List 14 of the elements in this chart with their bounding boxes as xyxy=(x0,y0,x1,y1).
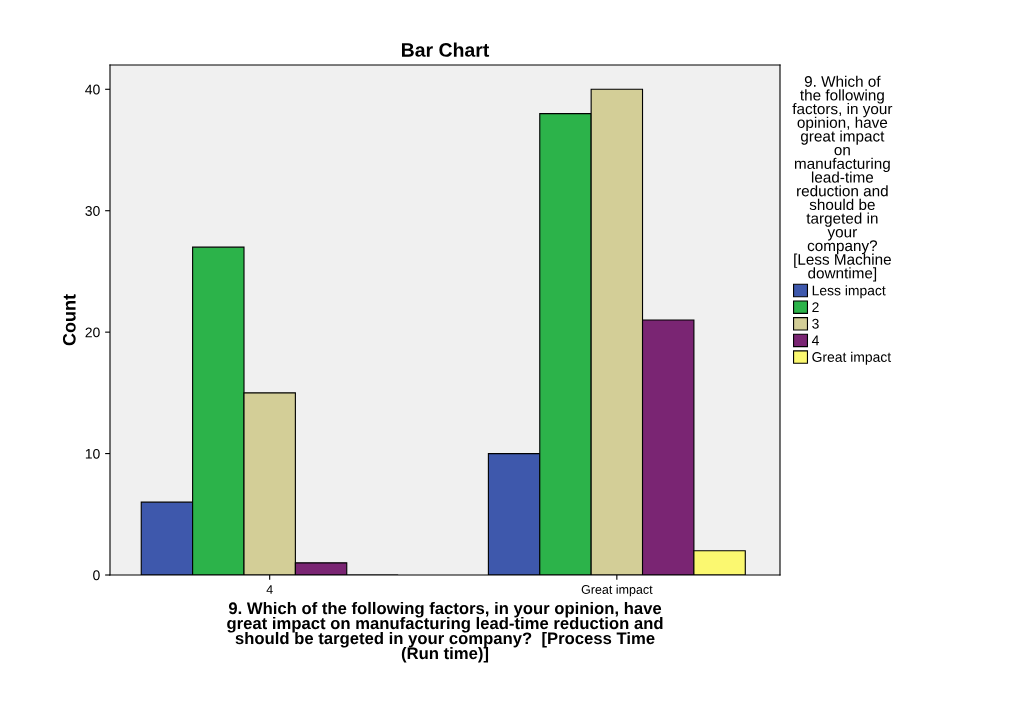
y-tick-label: 30 xyxy=(85,206,100,216)
legend-label: Less impact xyxy=(812,285,886,299)
y-tick-label: 0 xyxy=(93,570,100,581)
y-tick-label: 20 xyxy=(85,327,100,338)
chart-title: Bar Chart xyxy=(402,42,490,57)
y-tick-label: 40 xyxy=(85,84,100,95)
legend-label: 3 xyxy=(812,318,819,329)
legend-label: Great impact xyxy=(812,351,892,365)
x-axis-title: 9. Which of the following factors, in your opinion, have great impact on manufacturing lead-time reduction and should be targeted in your company? [Process Time (Run time)] xyxy=(227,601,663,663)
text: 9. Which of the following factors, in your opinion, have great impact on manufacturing lead-time reduction and should be targeted in your company? [Less Machine downtime] xyxy=(792,75,893,282)
legend-label: 4 xyxy=(811,335,819,346)
y-axis-title: Count xyxy=(62,294,76,346)
legend-label: 2 xyxy=(812,302,819,312)
y-tick-label: 10 xyxy=(85,448,100,459)
